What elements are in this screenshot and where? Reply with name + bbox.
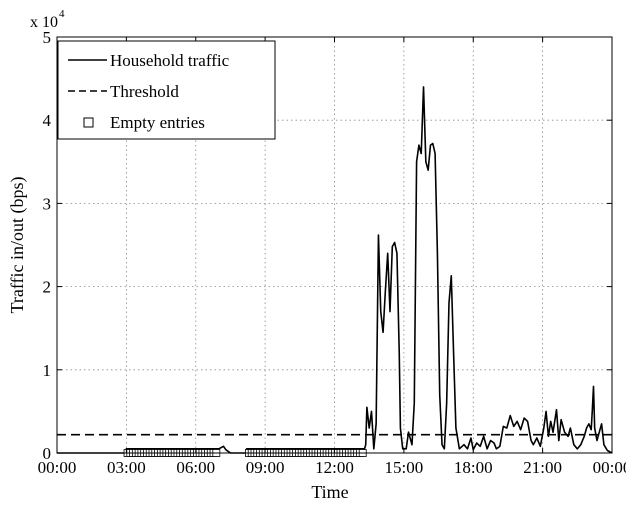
x-tick-label: 03:00 [107,458,146,477]
legend-label-threshold: Threshold [110,82,179,101]
y-scale-label: x 10 [30,14,58,31]
y-tick-label: 2 [43,278,52,297]
y-tick-label: 5 [43,28,52,47]
y-scale-factor: x 10 4 [30,8,65,31]
legend-box [57,40,276,140]
x-tick-label: 18:00 [454,458,493,477]
legend-label-empty-entries: Empty entries [110,113,205,132]
legend-square-marker-sample [83,117,94,128]
legend-label-household-traffic: Household traffic [110,51,230,70]
y-tick-label: 4 [43,111,52,130]
y-tick-label: 3 [43,194,52,213]
legend: Household traffic Threshold Empty entrie… [57,40,276,140]
x-tick-label: 15:00 [385,458,424,477]
plot-area: 00:00 03:00 06:00 09:00 12:00 15:00 18:00 21:00… [38,28,626,477]
x-tick-label: 21:00 [523,458,562,477]
y-axis-label: Traffic in/out (bps) [7,176,28,313]
y-tick-label: 0 [43,444,52,463]
tick-layer: 00:00 03:00 06:00 09:00 12:00 15:00 18:00 21:00… [38,28,626,477]
x-tick-label: 12:00 [315,458,354,477]
x-tick-label: 00:00 [593,458,626,477]
x-tick-label: 09:00 [246,458,285,477]
y-scale-exponent: 4 [59,8,65,20]
grid [57,37,612,453]
x-tick-label: 06:00 [176,458,215,477]
x-axis-label: Time [311,482,348,502]
x-tick-label: 00:00 [38,458,77,477]
y-tick-label: 1 [43,361,52,380]
